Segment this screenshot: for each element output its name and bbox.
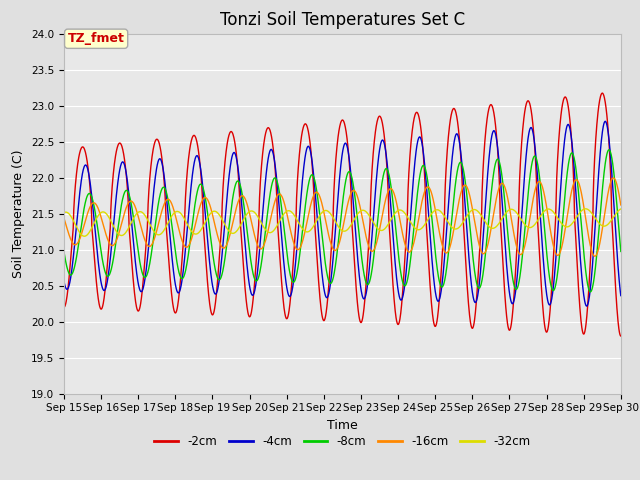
Text: TZ_fmet: TZ_fmet: [68, 32, 125, 45]
-2cm: [617, 333, 625, 339]
-4cm: [331, 236, 339, 241]
-8cm: [617, 249, 625, 254]
-8cm: [587, 289, 595, 295]
-8cm: [88, 196, 96, 202]
-16cm: [316, 194, 324, 200]
Legend: -2cm, -4cm, -8cm, -16cm, -32cm: -2cm, -4cm, -8cm, -16cm, -32cm: [150, 430, 535, 453]
-2cm: [316, 295, 324, 301]
-8cm: [331, 267, 339, 273]
Line: -16cm: -16cm: [64, 178, 621, 256]
-32cm: [89, 223, 97, 229]
-2cm: [88, 230, 96, 236]
-2cm: [598, 90, 606, 96]
-4cm: [582, 303, 590, 309]
-32cm: [60, 210, 68, 216]
-4cm: [60, 279, 68, 285]
-2cm: [331, 172, 339, 178]
-32cm: [601, 223, 609, 229]
-4cm: [617, 293, 625, 299]
-16cm: [60, 216, 68, 221]
-16cm: [331, 248, 339, 253]
-4cm: [499, 204, 506, 209]
Y-axis label: Soil Temperature (C): Soil Temperature (C): [12, 149, 26, 278]
-4cm: [601, 119, 609, 124]
-16cm: [617, 202, 625, 208]
-32cm: [499, 215, 506, 220]
Line: -8cm: -8cm: [64, 150, 621, 292]
-2cm: [60, 304, 68, 310]
Title: Tonzi Soil Temperatures Set C: Tonzi Soil Temperatures Set C: [220, 11, 465, 29]
-4cm: [316, 249, 324, 255]
-4cm: [88, 200, 96, 205]
-4cm: [602, 119, 609, 124]
-2cm: [601, 96, 609, 102]
-32cm: [602, 223, 609, 229]
-8cm: [316, 214, 324, 220]
-16cm: [601, 209, 609, 215]
-32cm: [331, 218, 339, 224]
Line: -32cm: -32cm: [64, 209, 621, 236]
-16cm: [609, 175, 617, 181]
-8cm: [601, 163, 609, 168]
-16cm: [591, 253, 599, 259]
-8cm: [499, 177, 506, 182]
-32cm: [617, 206, 625, 212]
-16cm: [88, 201, 96, 206]
-16cm: [499, 180, 506, 186]
-32cm: [81, 233, 88, 239]
Line: -4cm: -4cm: [64, 121, 621, 306]
-4cm: [601, 119, 609, 125]
-32cm: [316, 212, 324, 217]
-2cm: [499, 252, 506, 258]
X-axis label: Time: Time: [327, 419, 358, 432]
-2cm: [601, 97, 609, 103]
-16cm: [601, 211, 609, 216]
-8cm: [605, 147, 613, 153]
-8cm: [60, 249, 68, 255]
Line: -2cm: -2cm: [64, 93, 621, 336]
-32cm: [582, 206, 589, 212]
-8cm: [601, 165, 609, 171]
